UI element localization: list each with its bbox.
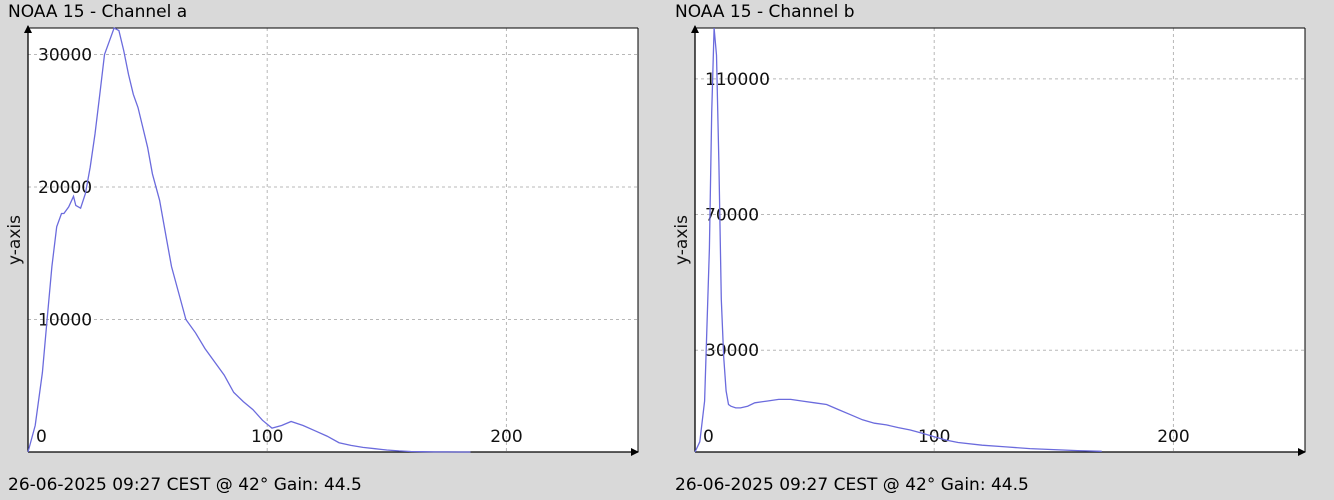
y-tick-label: 70000 xyxy=(705,206,759,226)
plot-area xyxy=(695,28,1305,452)
x-tick-label: 0 xyxy=(703,427,714,447)
chart-panel-b: NOAA 15 - Channel b 0 100 200 30000 70000 110… xyxy=(667,0,1327,500)
chart-plot: 0 100 200 10000 20000 30000 y-axis xyxy=(5,25,639,456)
y-tick-label: 110000 xyxy=(705,70,770,90)
x-axis-arrow xyxy=(631,448,639,456)
y-axis-arrow xyxy=(24,25,32,33)
x-axis-arrow xyxy=(1298,448,1306,456)
chart-footer: 26-06-2025 09:27 CEST @ 42° Gain: 44.5 xyxy=(675,475,1029,495)
y-axis-label: y-axis xyxy=(672,215,692,265)
y-axis-label: y-axis xyxy=(5,215,25,265)
y-tick-label: 30000 xyxy=(705,341,759,361)
x-tick-label: 0 xyxy=(36,427,47,447)
y-tick-label: 20000 xyxy=(38,178,92,198)
chart-title: NOAA 15 - Channel b xyxy=(675,2,855,22)
y-tick-label: 10000 xyxy=(38,311,92,331)
chart-title: NOAA 15 - Channel a xyxy=(8,2,188,22)
x-tick-label: 200 xyxy=(1157,427,1189,447)
y-tick-label: 30000 xyxy=(38,46,92,66)
series-line xyxy=(27,27,471,453)
plot-area xyxy=(28,28,638,452)
x-tick-label: 200 xyxy=(490,427,522,447)
chart-panel-a: NOAA 15 - Channel a 0 100 200 10000 20000 300… xyxy=(0,0,660,500)
y-axis-arrow xyxy=(691,25,699,33)
x-tick-label: 100 xyxy=(251,427,283,447)
chart-footer: 26-06-2025 09:27 CEST @ 42° Gain: 44.5 xyxy=(8,475,362,495)
series-line xyxy=(694,27,1102,453)
